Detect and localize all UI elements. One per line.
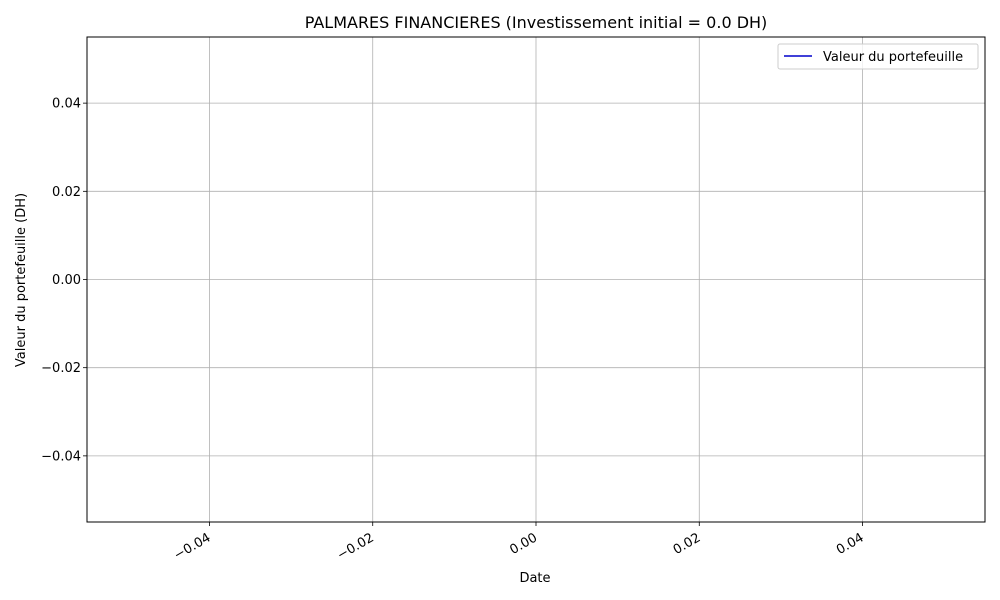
x-tick-label: 0.00	[507, 530, 540, 557]
x-tick-label: 0.02	[671, 530, 704, 557]
x-tick-label: −0.02	[335, 530, 377, 563]
y-tick-label: 0.00	[52, 273, 81, 288]
chart-title: PALMARES FINANCIERES (Investissement ini…	[305, 13, 768, 32]
y-axis-ticks: 0.04 0.02 0.00 −0.02 −0.04	[41, 97, 87, 464]
x-axis-label: Date	[519, 571, 550, 586]
x-tick-label: 0.04	[834, 530, 867, 557]
grid-lines	[87, 37, 985, 522]
y-tick-label: −0.02	[41, 361, 81, 376]
legend-box	[777, 43, 979, 70]
legend-label: Valeur du portefeuille	[823, 50, 963, 65]
y-tick-label: 0.02	[52, 185, 81, 200]
x-axis-ticks: −0.04 −0.02 0.00 0.02 0.04	[171, 522, 867, 563]
y-tick-label: −0.04	[41, 449, 81, 464]
x-tick-label: −0.04	[171, 530, 213, 563]
legend: Valeur du portefeuille	[777, 43, 979, 70]
y-tick-label: 0.04	[52, 97, 81, 112]
y-axis-label: Valeur du portefeuille (DH)	[14, 193, 29, 367]
